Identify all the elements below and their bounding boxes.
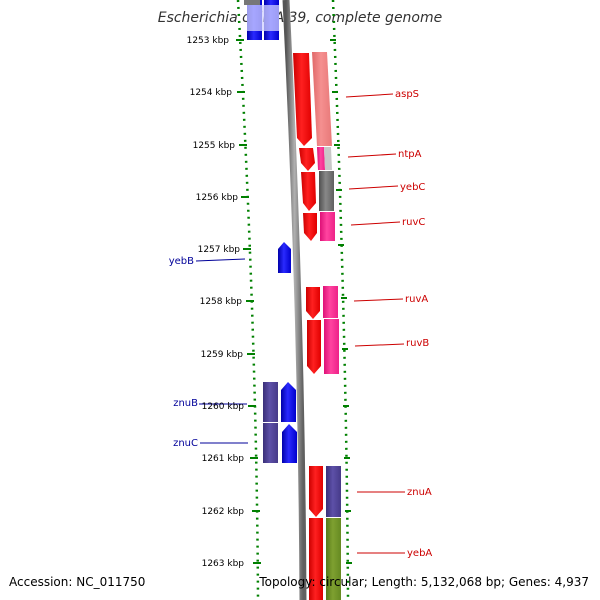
gene-labels-left: yebB znuB znuC — [169, 256, 198, 449]
gene-label-yebC: yebC — [400, 182, 425, 193]
gene-arrow-yebA — [309, 518, 323, 600]
map-title: Escherichia coli IAI39, complete genome — [157, 10, 443, 26]
connector-ruvB — [354, 343, 405, 347]
tick-label: 1263 kbp — [202, 559, 245, 569]
tick-label: 1253 kbp — [187, 36, 230, 46]
ruler-dotted-line-outer-right — [331, 0, 350, 600]
ruler-dots — [236, 0, 350, 600]
connector-aspS — [345, 93, 394, 98]
tick-label: 1257 kbp — [198, 245, 241, 255]
gene-label-yebB: yebB — [169, 256, 194, 267]
gene-label-ruvC: ruvC — [402, 217, 425, 228]
gene-arrow-znuC — [282, 424, 297, 463]
gene-label-znuC: znuC — [173, 438, 198, 449]
connector-yebB — [195, 258, 246, 262]
genome-summary-label: Topology: circular; Length: 5,132,068 bp… — [259, 575, 589, 589]
gene-label-ruvB: ruvB — [406, 338, 429, 349]
gene-label-aspS: aspS — [395, 89, 419, 100]
cog-boxes — [312, 52, 341, 600]
cog-box-yebC — [319, 171, 334, 211]
tick-label: 1261 kbp — [202, 454, 245, 464]
tick-label: 1259 kbp — [201, 350, 244, 360]
cog-box-znuB — [263, 382, 278, 422]
top-partial-features — [244, 0, 279, 40]
gene-arrow-top-gray — [244, 0, 260, 5]
gene-label-ruvA: ruvA — [405, 294, 428, 305]
tick-label: 1262 kbp — [202, 507, 245, 517]
cog-box-ruvB — [324, 319, 339, 374]
ruler-dotted-line-outer-left — [236, 0, 260, 600]
connector-ruvA — [353, 298, 404, 302]
gene-arrow-yebC — [301, 172, 316, 211]
cog-box-ruvC — [320, 212, 335, 241]
gene-arrow-yebB — [278, 242, 291, 273]
tick-label: 1256 kbp — [196, 193, 239, 203]
cog-box-ntpA-gray — [324, 147, 332, 170]
gene-arrow-znuB — [281, 382, 296, 422]
tick-label: 1254 kbp — [190, 88, 233, 98]
cog-box-ruvA — [323, 286, 338, 318]
gene-arrow-aspS — [293, 53, 312, 146]
cog-box-yebA — [326, 518, 341, 600]
connector-yebC — [348, 185, 399, 190]
cog-box-ntpA-pink — [317, 147, 325, 170]
gene-label-yebA: yebA — [407, 548, 432, 559]
accession-label: Accession: NC_011750 — [9, 575, 146, 589]
connector-ntpA — [347, 153, 397, 158]
gene-label-znuA: znuA — [407, 487, 432, 498]
tick-marks — [236, 39, 352, 564]
forward-strand-genes — [293, 53, 323, 600]
gene-arrow-top-lightblue — [247, 5, 279, 31]
reverse-strand-genes — [263, 242, 297, 463]
tick-label: 1258 kbp — [200, 297, 243, 307]
tick-labels: 1253 kbp 1254 kbp 1255 kbp 1256 kbp 1257… — [187, 36, 245, 569]
gene-arrow-ntpA — [299, 148, 315, 171]
gene-labels-right: aspS ntpA yebC ruvC ruvA ruvB znuA yebA — [395, 89, 432, 559]
tick-label: 1255 kbp — [193, 141, 236, 151]
label-connectors — [195, 93, 405, 554]
gene-label-ntpA: ntpA — [398, 149, 422, 160]
connector-ruvC — [350, 221, 401, 226]
gene-arrow-ruvC — [303, 213, 317, 241]
cog-box-aspS — [312, 52, 332, 146]
genome-backbone — [282, 0, 307, 600]
gene-arrow-ruvA — [306, 287, 320, 319]
gene-label-znuB: znuB — [173, 398, 198, 409]
gene-arrow-ruvB — [307, 320, 321, 374]
cog-box-znuC — [263, 423, 278, 463]
cog-box-znuA — [326, 466, 341, 517]
tick-label: 1260 kbp — [202, 402, 245, 412]
gene-arrow-znuA — [309, 466, 323, 517]
